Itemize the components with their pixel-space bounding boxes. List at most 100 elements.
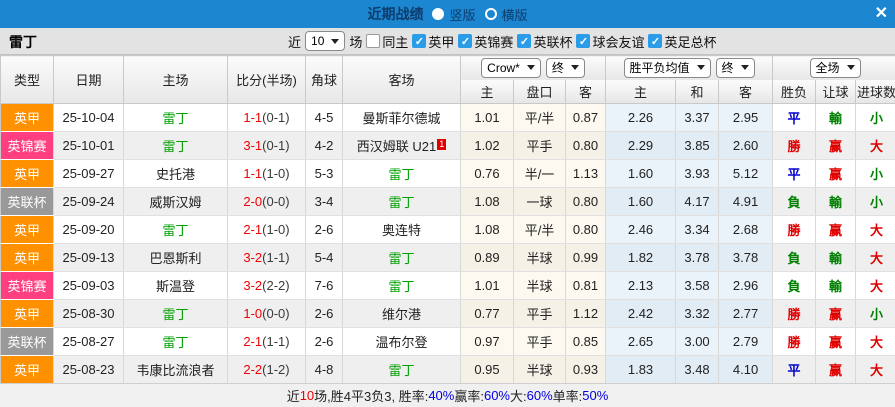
home-team-name: 史托港 (155, 167, 195, 182)
league-badge: 英甲 (0, 159, 54, 188)
result-text: 負 (787, 251, 801, 266)
eu-away-odds: 2.95 (718, 103, 774, 132)
filter-label[interactable]: 英甲 (428, 34, 455, 50)
home-team-cell: 巴恩斯利 (123, 243, 228, 272)
filter-label[interactable]: 英联杯 (533, 34, 573, 50)
eu-home-odds: 1.60 (605, 159, 677, 188)
handicap-stage-select[interactable]: 终 (545, 57, 585, 78)
filter-league-friendly[interactable]: ✓ 球会友谊 (576, 32, 644, 51)
eu-home-odds: 2.13 (605, 271, 677, 300)
team-sup-badge: 1 (437, 139, 447, 150)
ah-home-odds: 1.08 (460, 187, 514, 216)
eu-draw-odds: 3.32 (675, 299, 720, 328)
away-team-name: 维尔港 (381, 307, 421, 322)
checkbox-checked-icon[interactable]: ✓ (648, 34, 663, 48)
filter-label[interactable]: 英足总杯 (664, 34, 717, 50)
handicap-result: 赢 (815, 327, 857, 356)
view-option-label[interactable]: 横版 (501, 7, 528, 23)
league-badge: 英锦赛 (0, 131, 54, 160)
match-date: 25-09-03 (53, 271, 124, 300)
col-header-away: 客场 (342, 55, 461, 104)
handicap-result: 赢 (815, 299, 857, 328)
table-row: 英联杯 25-08-27 雷丁 2-1(1-1) 2-6 温布尔登 0.97 平手 0.85 2.… (0, 327, 895, 356)
filter-label[interactable]: 同主 (382, 34, 409, 50)
result-text: 輸 (829, 195, 843, 210)
checkbox-checked-icon[interactable]: ✓ (517, 34, 532, 48)
filter-league-yingjia[interactable]: ✓ 英甲 (412, 32, 454, 51)
home-team-cell: 威斯汉姆 (123, 187, 228, 216)
scope-select-value: 全场 (815, 61, 840, 76)
subheader-wdl: 胜负 (772, 79, 817, 104)
subheader-handicap: 让球 (815, 79, 857, 104)
eu-away-odds: 2.77 (718, 299, 774, 328)
checkbox-checked-icon[interactable]: ✓ (458, 34, 473, 48)
col-header-type: 类型 (0, 55, 54, 104)
eu-draw-odds: 3.85 (675, 131, 720, 160)
col-header-score: 比分(半场) (227, 55, 306, 104)
filter-label[interactable]: 英锦赛 (474, 34, 514, 50)
checkbox-unchecked-icon[interactable] (366, 34, 381, 48)
match-count-select[interactable]: 10 (305, 31, 346, 51)
home-team-cell: 韦康比流浪者 (123, 355, 228, 384)
radio-unselected-icon[interactable] (484, 8, 497, 20)
wdl-result: 平 (772, 355, 817, 384)
ah-line: 半球 (513, 355, 566, 384)
view-option-vertical[interactable]: 竖版 (432, 5, 476, 24)
filter-league-facup[interactable]: ✓ 英足总杯 (648, 32, 716, 51)
ah-home-odds: 0.89 (460, 243, 514, 272)
league-badge: 英甲 (0, 103, 54, 132)
close-icon[interactable]: ✕ (874, 5, 888, 22)
summary-segment: 单率: (552, 389, 583, 404)
filter-league-yingjinsai[interactable]: ✓ 英锦赛 (458, 32, 513, 51)
match-date: 25-09-27 (53, 159, 124, 188)
away-team-cell: 雷丁 (342, 355, 461, 384)
filter-label[interactable]: 球会友谊 (592, 34, 645, 50)
eu-draw-odds: 3.37 (675, 103, 720, 132)
wdl-result: 平 (772, 103, 817, 132)
away-team-name: 雷丁 (388, 363, 415, 378)
goals-result: 大 (855, 131, 895, 160)
checkbox-checked-icon[interactable]: ✓ (412, 34, 427, 48)
group-header-europe: 胜平负均值 终 (605, 55, 774, 80)
handicap-result: 赢 (815, 355, 857, 384)
radio-selected-icon[interactable] (432, 8, 445, 20)
away-team-cell: 雷丁 (342, 271, 461, 300)
filter-league-yinglianbei[interactable]: ✓ 英联杯 (517, 32, 572, 51)
fulltime-score: 3-2 (243, 250, 263, 265)
summary-segment: 40% (428, 388, 455, 403)
result-text: 勝 (787, 307, 801, 322)
bookmaker-select[interactable]: Crow* (481, 57, 541, 78)
filters: 近 10 场 同主 ✓ 英甲 ✓ 英锦赛 ✓ 英联杯 ✓ 球会友谊 ✓ 英足总杯 (288, 28, 716, 54)
eu-away-odds: 2.79 (718, 327, 774, 356)
fulltime-score: 2-1 (243, 222, 263, 237)
fulltime-score: 2-0 (243, 194, 263, 209)
results-table: 类型 日期 主场 比分(半场) 角球 客场 Crow* 终 (0, 55, 895, 384)
goals-result: 小 (855, 187, 895, 216)
summary-segment: 赢率: (454, 389, 484, 404)
filter-same-home[interactable]: 同主 (366, 32, 408, 51)
europe-odds-select[interactable]: 胜平负均值 (623, 57, 711, 78)
handicap-stage-value: 终 (551, 61, 564, 76)
wdl-result: 負 (772, 243, 817, 272)
view-option-horizontal[interactable]: 横版 (484, 5, 528, 24)
halftime-score: (1-0) (262, 166, 290, 181)
away-team-name: 雷丁 (388, 195, 415, 210)
chevron-down-icon (846, 65, 855, 74)
table-row: 英甲 25-09-20 雷丁 2-1(1-0) 2-6 奥连特 1.08 平/半 0.80 2.4… (0, 215, 895, 244)
eu-draw-odds: 3.58 (675, 271, 720, 300)
score-cell: 2-1(1-1) (227, 327, 306, 356)
corners-cell: 3-4 (305, 187, 343, 216)
view-option-label[interactable]: 竖版 (449, 7, 476, 23)
goals-result: 大 (855, 271, 895, 300)
ah-away-odds: 0.99 (564, 243, 607, 272)
league-badge: 英锦赛 (0, 271, 54, 300)
europe-stage-select[interactable]: 终 (715, 57, 755, 78)
checkbox-checked-icon[interactable]: ✓ (576, 34, 591, 48)
chevron-down-icon (526, 65, 535, 74)
home-team-name: 雷丁 (162, 335, 189, 350)
scope-select[interactable]: 全场 (809, 57, 861, 78)
corners-cell: 2-6 (305, 215, 343, 244)
eu-draw-odds: 4.17 (675, 187, 720, 216)
corners-cell: 4-5 (305, 103, 343, 132)
result-text: 赢 (829, 335, 843, 350)
